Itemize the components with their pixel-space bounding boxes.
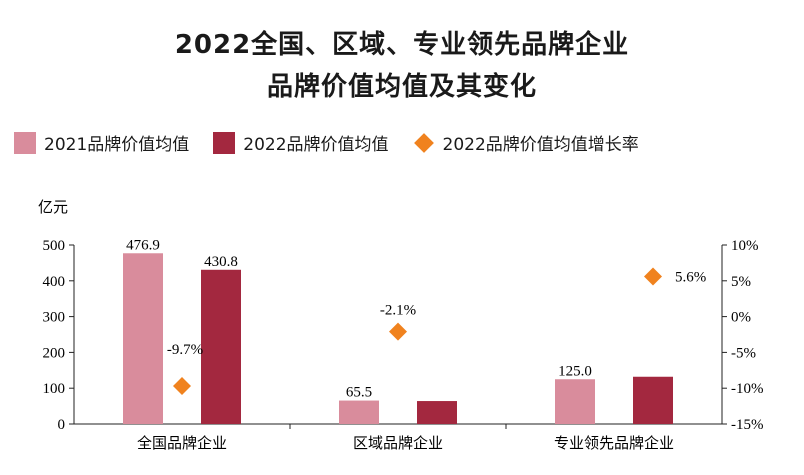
y-tick-label-right: 10% [731,238,759,254]
growth-rate-marker [389,322,407,341]
y-axis-unit: 亿元 [38,198,68,216]
growth-rate-marker [173,377,191,396]
y-tick-label-right: -10% [731,381,764,397]
bar-value-label: 430.8 [204,254,238,270]
chart-title-line1: 2022全国、区域、专业领先品牌企业 [174,30,630,60]
bar-value-label: 476.9 [126,237,160,253]
growth-rate-label: -9.7% [167,342,203,358]
x-category-label: 专业领先品牌企业 [554,434,674,452]
growth-rate-label: -2.1% [380,303,416,319]
legend-item-2022: 2022品牌价值均值 [213,130,389,155]
chart-title-line2: 品牌价值均值及其变化 [266,72,537,102]
growth-rate-marker [644,267,662,286]
y-tick-label-right: -15% [731,417,764,433]
bar-2022 [417,401,457,424]
y-tick-label-right: -5% [731,345,756,361]
bar-2021 [555,379,595,424]
legend-swatch-2022 [213,131,236,154]
legend: 2021品牌价值均值 2022品牌价值均值 2022品牌价值均值增长率 [14,130,663,155]
growth-rate-label: 5.6% [675,270,706,286]
legend-item-2021: 2021品牌价值均值 [14,130,189,155]
y-tick-label-left: 400 [43,274,66,290]
legend-label-2021: 2021品牌价值均值 [44,135,190,155]
bar-2021 [339,400,379,424]
bar-value-label: 125.0 [558,363,592,379]
y-tick-label-left: 100 [43,381,66,397]
legend-label-growth: 2022品牌价值均值增长率 [442,135,639,155]
bar-2021 [123,253,163,424]
bar-2022 [201,269,241,424]
y-tick-label-left: 300 [43,310,66,326]
legend-item-growth: 2022品牌价值均值增长率 [413,130,639,155]
y-tick-label-right: 0% [731,310,751,326]
x-category-label: 全国品牌企业 [137,434,227,452]
y-tick-label-left: 0 [58,417,66,433]
legend-swatch-2021 [14,131,36,154]
legend-label-2022: 2022品牌价值均值 [243,135,389,155]
y-tick-label-left: 500 [43,238,66,254]
bar-2022 [633,376,673,424]
x-category-label: 区域品牌企业 [353,434,443,452]
y-tick-label-left: 200 [43,345,66,361]
y-tick-label-right: 5% [731,274,751,290]
bar-value-label: 65.5 [346,385,372,401]
